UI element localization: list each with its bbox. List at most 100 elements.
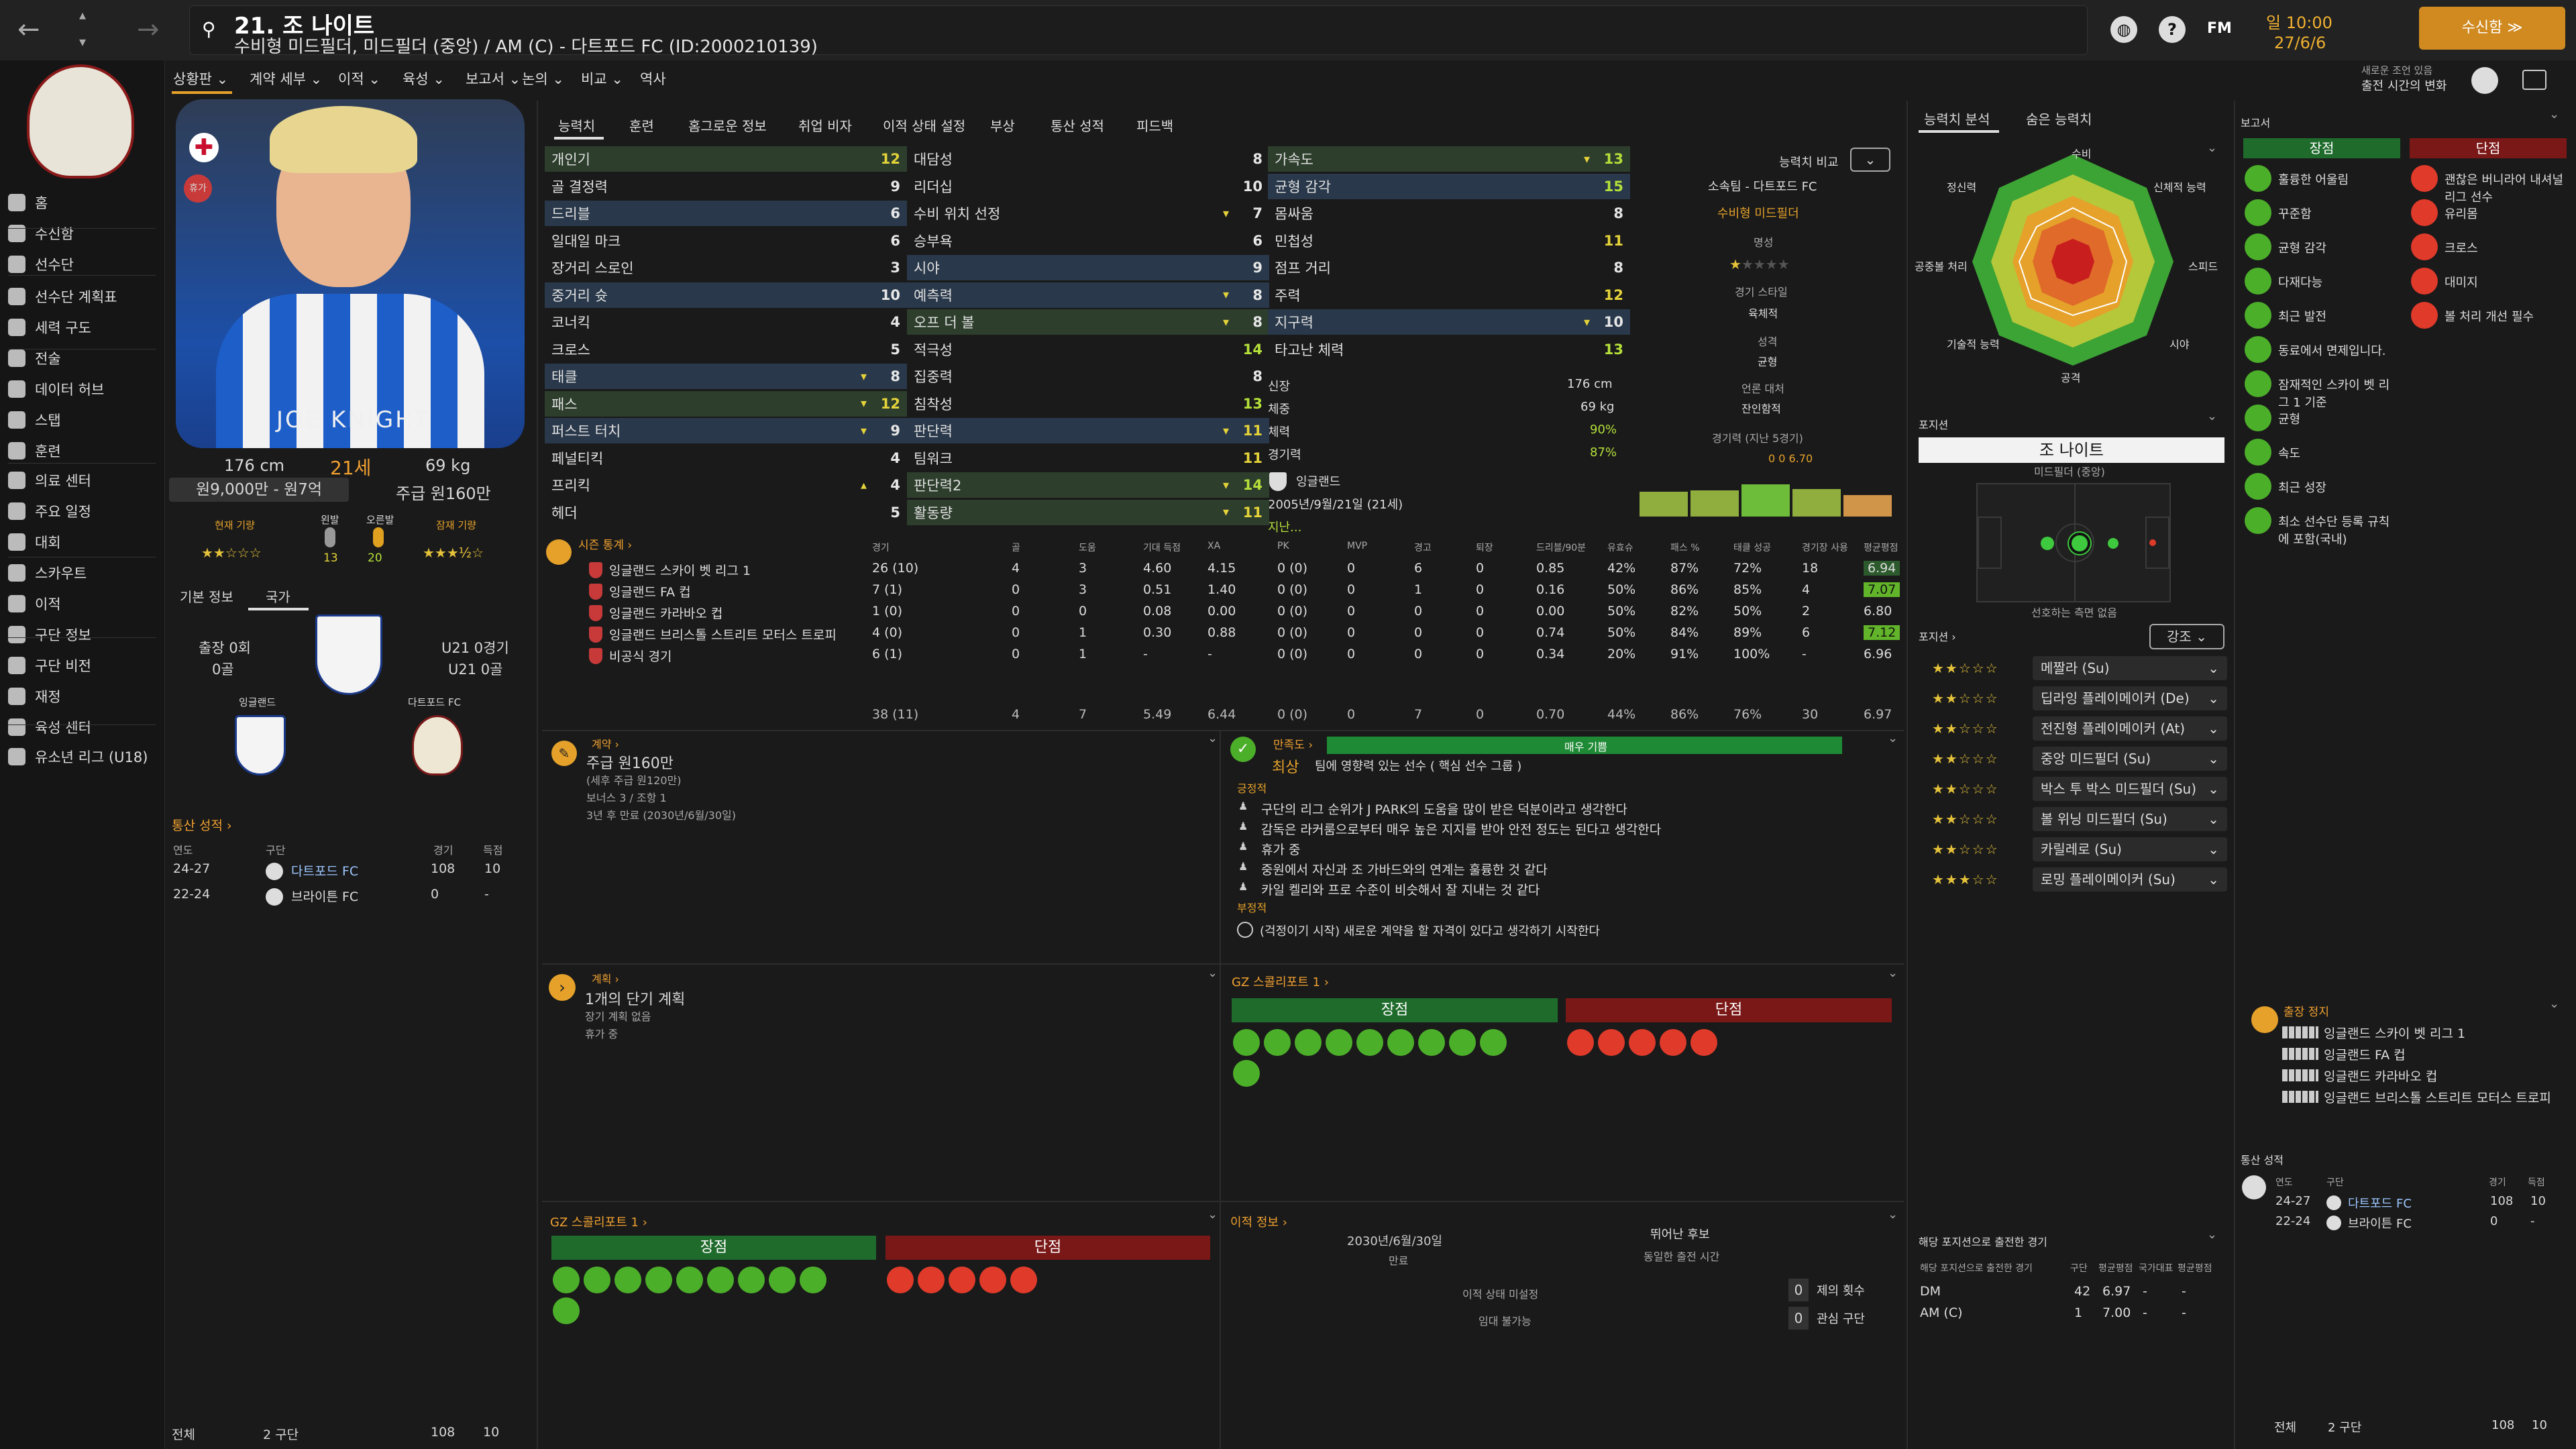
subnav-4[interactable]: 보고서 ⌄ (466, 68, 521, 89)
nation-crest-icon[interactable] (235, 715, 286, 775)
highlight-dropdown[interactable]: 강조 ⌄ (2149, 624, 2224, 649)
suspension-chevron-icon[interactable]: ⌄ (2549, 997, 2560, 1011)
sidebar-item-15[interactable]: 구단 비전 (8, 651, 162, 680)
sidebar-item-7[interactable]: 스탭 (8, 405, 162, 435)
happiness-collapse-chevron-icon[interactable]: ⌄ (1888, 731, 1898, 745)
roles-title[interactable]: 포지션 › (1919, 631, 1956, 643)
sidebar-item-9[interactable]: 의료 센터 (8, 466, 162, 495)
career-small-club[interactable]: 브라이튼 FC (291, 890, 359, 904)
sidebar-item-4[interactable]: 세력 구도 (8, 313, 162, 342)
subnav-0[interactable]: 상황판 ⌄ (173, 68, 228, 89)
career-right-club[interactable]: 브라이튼 FC (2348, 1217, 2412, 1231)
sidebar-item-8[interactable]: 훈련 (8, 436, 162, 466)
stats-competition[interactable]: 잉글랜드 FA 컵 (609, 585, 691, 600)
tab-7[interactable]: 피드백 (1136, 118, 1174, 134)
sidebar-item-11[interactable]: 대회 (8, 527, 162, 557)
role-row[interactable]: ★★☆☆☆ 카릴레로 (Su) ⌄ (1919, 836, 2227, 863)
role-select[interactable]: 볼 위닝 미드필더 (Su) ⌄ (2033, 807, 2227, 831)
sidebar-item-12[interactable]: 스카우트 (8, 558, 162, 588)
role-row[interactable]: ★★☆☆☆ 중앙 미드필더 (Su) ⌄ (1919, 745, 2227, 772)
subnav-2[interactable]: 이적 ⌄ (338, 68, 380, 89)
role-select[interactable]: 중앙 미드필더 (Su) ⌄ (2033, 747, 2227, 771)
stats-competition[interactable]: 잉글랜드 카라바오 컵 (609, 606, 723, 621)
plan-title[interactable]: 계획 › (592, 973, 619, 985)
stats-competition[interactable]: 잉글랜드 스카이 벳 리그 1 (609, 564, 751, 578)
club-crest-logo[interactable] (27, 64, 134, 178)
chevron-down-icon[interactable]: ▾ (79, 34, 87, 50)
sidebar-item-2[interactable]: 선수단 (8, 250, 162, 279)
career-small-title[interactable]: 통산 성적 › (172, 818, 232, 833)
profile-value[interactable]: 원9,000만 - 원7억 (169, 478, 349, 502)
tab-6[interactable]: 통산 성적 (1051, 118, 1104, 134)
position-chevron-icon[interactable]: ⌄ (2207, 409, 2218, 423)
sidebar-item-18[interactable]: 유소년 리그 (U18) (8, 742, 162, 771)
screen-icon[interactable] (2522, 70, 2546, 90)
plan-collapse-chevron-icon[interactable]: ⌄ (1208, 966, 1218, 980)
tab-0[interactable]: 능력치 (558, 118, 596, 134)
help-icon[interactable]: ? (2159, 16, 2186, 43)
sidebar-item-17[interactable]: 육성 센터 (8, 712, 162, 742)
season-stats-title[interactable]: 시즌 통계 › (578, 539, 633, 552)
world-icon[interactable]: ◍ (2110, 16, 2137, 43)
tab-5[interactable]: 부상 (990, 118, 1015, 134)
role-row[interactable]: ★★☆☆☆ 메짤라 (Su) ⌄ (1919, 655, 2227, 682)
sidebar-item-1[interactable]: 수신함 (8, 219, 162, 248)
tab-2[interactable]: 홈그로운 정보 (688, 118, 767, 134)
role-select[interactable]: 박스 투 박스 미드필더 (Su) ⌄ (2033, 777, 2227, 801)
role-row[interactable]: ★★☆☆☆ 박스 투 박스 미드필더 (Su) ⌄ (1919, 775, 2227, 802)
scout-report-title[interactable]: GZ 스콜리포트 1 › (1232, 975, 1329, 989)
subnav-7[interactable]: 역사 (640, 68, 666, 89)
arrow-left-icon[interactable]: ← (17, 14, 40, 45)
search-icon[interactable]: ⚲ (202, 18, 216, 40)
tab-1[interactable]: 훈련 (629, 118, 654, 134)
role-select[interactable]: 카릴레로 (Su) ⌄ (2033, 837, 2227, 861)
club-crest-icon[interactable] (412, 715, 463, 775)
subnav-6[interactable]: 비교 ⌄ (581, 68, 623, 89)
sidebar-item-0[interactable]: 홈 (8, 188, 162, 217)
role-select[interactable]: 전진형 플레이메이커 (At) ⌄ (2033, 716, 2227, 741)
scout-report-2-title[interactable]: GZ 스콜리포트 1 › (550, 1216, 647, 1230)
sidebar-item-10[interactable]: 주요 일정 (8, 496, 162, 526)
role-select[interactable]: 딥라잉 플레이메이커 (De) ⌄ (2033, 686, 2227, 710)
role-row[interactable]: ★★☆☆☆ 딥라잉 플레이메이커 (De) ⌄ (1919, 685, 2227, 712)
arrow-right-icon[interactable]: → (137, 14, 160, 45)
transfer-collapse-chevron-icon[interactable]: ⌄ (1888, 1208, 1898, 1222)
sidebar-item-6[interactable]: 데이터 허브 (8, 374, 162, 404)
subnav-5[interactable]: 논의 ⌄ (522, 68, 564, 89)
transfer-title[interactable]: 이적 정보 › (1230, 1216, 1287, 1230)
role-row[interactable]: ★★☆☆☆ 볼 위닝 미드필더 (Su) ⌄ (1919, 806, 2227, 833)
tab-3[interactable]: 취업 비자 (798, 118, 852, 134)
role-row[interactable]: ★★☆☆☆ 전진형 플레이메이커 (At) ⌄ (1919, 715, 2227, 742)
career-small-club[interactable]: 다트포드 FC (291, 864, 359, 879)
role-select[interactable]: 로밍 플레이메이커 (Su) ⌄ (2033, 867, 2227, 892)
analysis-chevron-icon[interactable]: ⌄ (2207, 141, 2218, 155)
sidebar-item-5[interactable]: 전술 (8, 343, 162, 373)
tab-ability-analysis[interactable]: 능력치 분석 (1924, 111, 1990, 127)
sidebar-item-16[interactable]: 재정 (8, 682, 162, 711)
contract-title[interactable]: 계약 › (592, 738, 619, 751)
compare-dropdown-chevron-icon[interactable]: ⌄ (1850, 148, 1890, 172)
subnav-3[interactable]: 육성 ⌄ (402, 68, 445, 89)
news-avatar-icon[interactable] (2471, 67, 2498, 94)
tab-hidden-attributes[interactable]: 숨은 능력치 (2026, 111, 2092, 127)
tab-4[interactable]: 이적 상태 설정 (883, 118, 966, 134)
report-chevron-icon[interactable]: ⌄ (2549, 107, 2560, 121)
pos-apps-chevron-icon[interactable]: ⌄ (2207, 1228, 2218, 1242)
subnav-1[interactable]: 계약 세부 ⌄ (250, 68, 322, 89)
role-row[interactable]: ★★★☆☆ 로밍 플레이메이커 (Su) ⌄ (1919, 866, 2227, 893)
scout-collapse-chevron-icon[interactable]: ⌄ (1888, 966, 1898, 980)
sidebar-item-3[interactable]: 선수단 계획표 (8, 282, 162, 311)
happiness-title[interactable]: 만족도 › (1273, 739, 1313, 752)
more-link[interactable]: 지난... (1268, 521, 1302, 535)
sidebar-item-13[interactable]: 이적 (8, 589, 162, 619)
chevron-up-icon[interactable]: ▴ (79, 7, 87, 23)
stats-competition[interactable]: 비공식 경기 (609, 649, 672, 664)
sidebar-item-14[interactable]: 구단 정보 (8, 620, 162, 649)
role-select[interactable]: 메짤라 (Su) ⌄ (2033, 656, 2227, 680)
contract-collapse-chevron-icon[interactable]: ⌄ (1208, 731, 1218, 745)
fm-menu[interactable]: FM (2207, 20, 2232, 37)
continue-button[interactable]: 수신함 ≫ (2419, 7, 2565, 50)
stats-competition[interactable]: 잉글랜드 브리스톨 스트리트 모터스 트로피 (609, 628, 837, 643)
tab-basic-info[interactable]: 기본 정보 (180, 589, 233, 605)
scout-2-collapse-chevron-icon[interactable]: ⌄ (1208, 1208, 1218, 1222)
